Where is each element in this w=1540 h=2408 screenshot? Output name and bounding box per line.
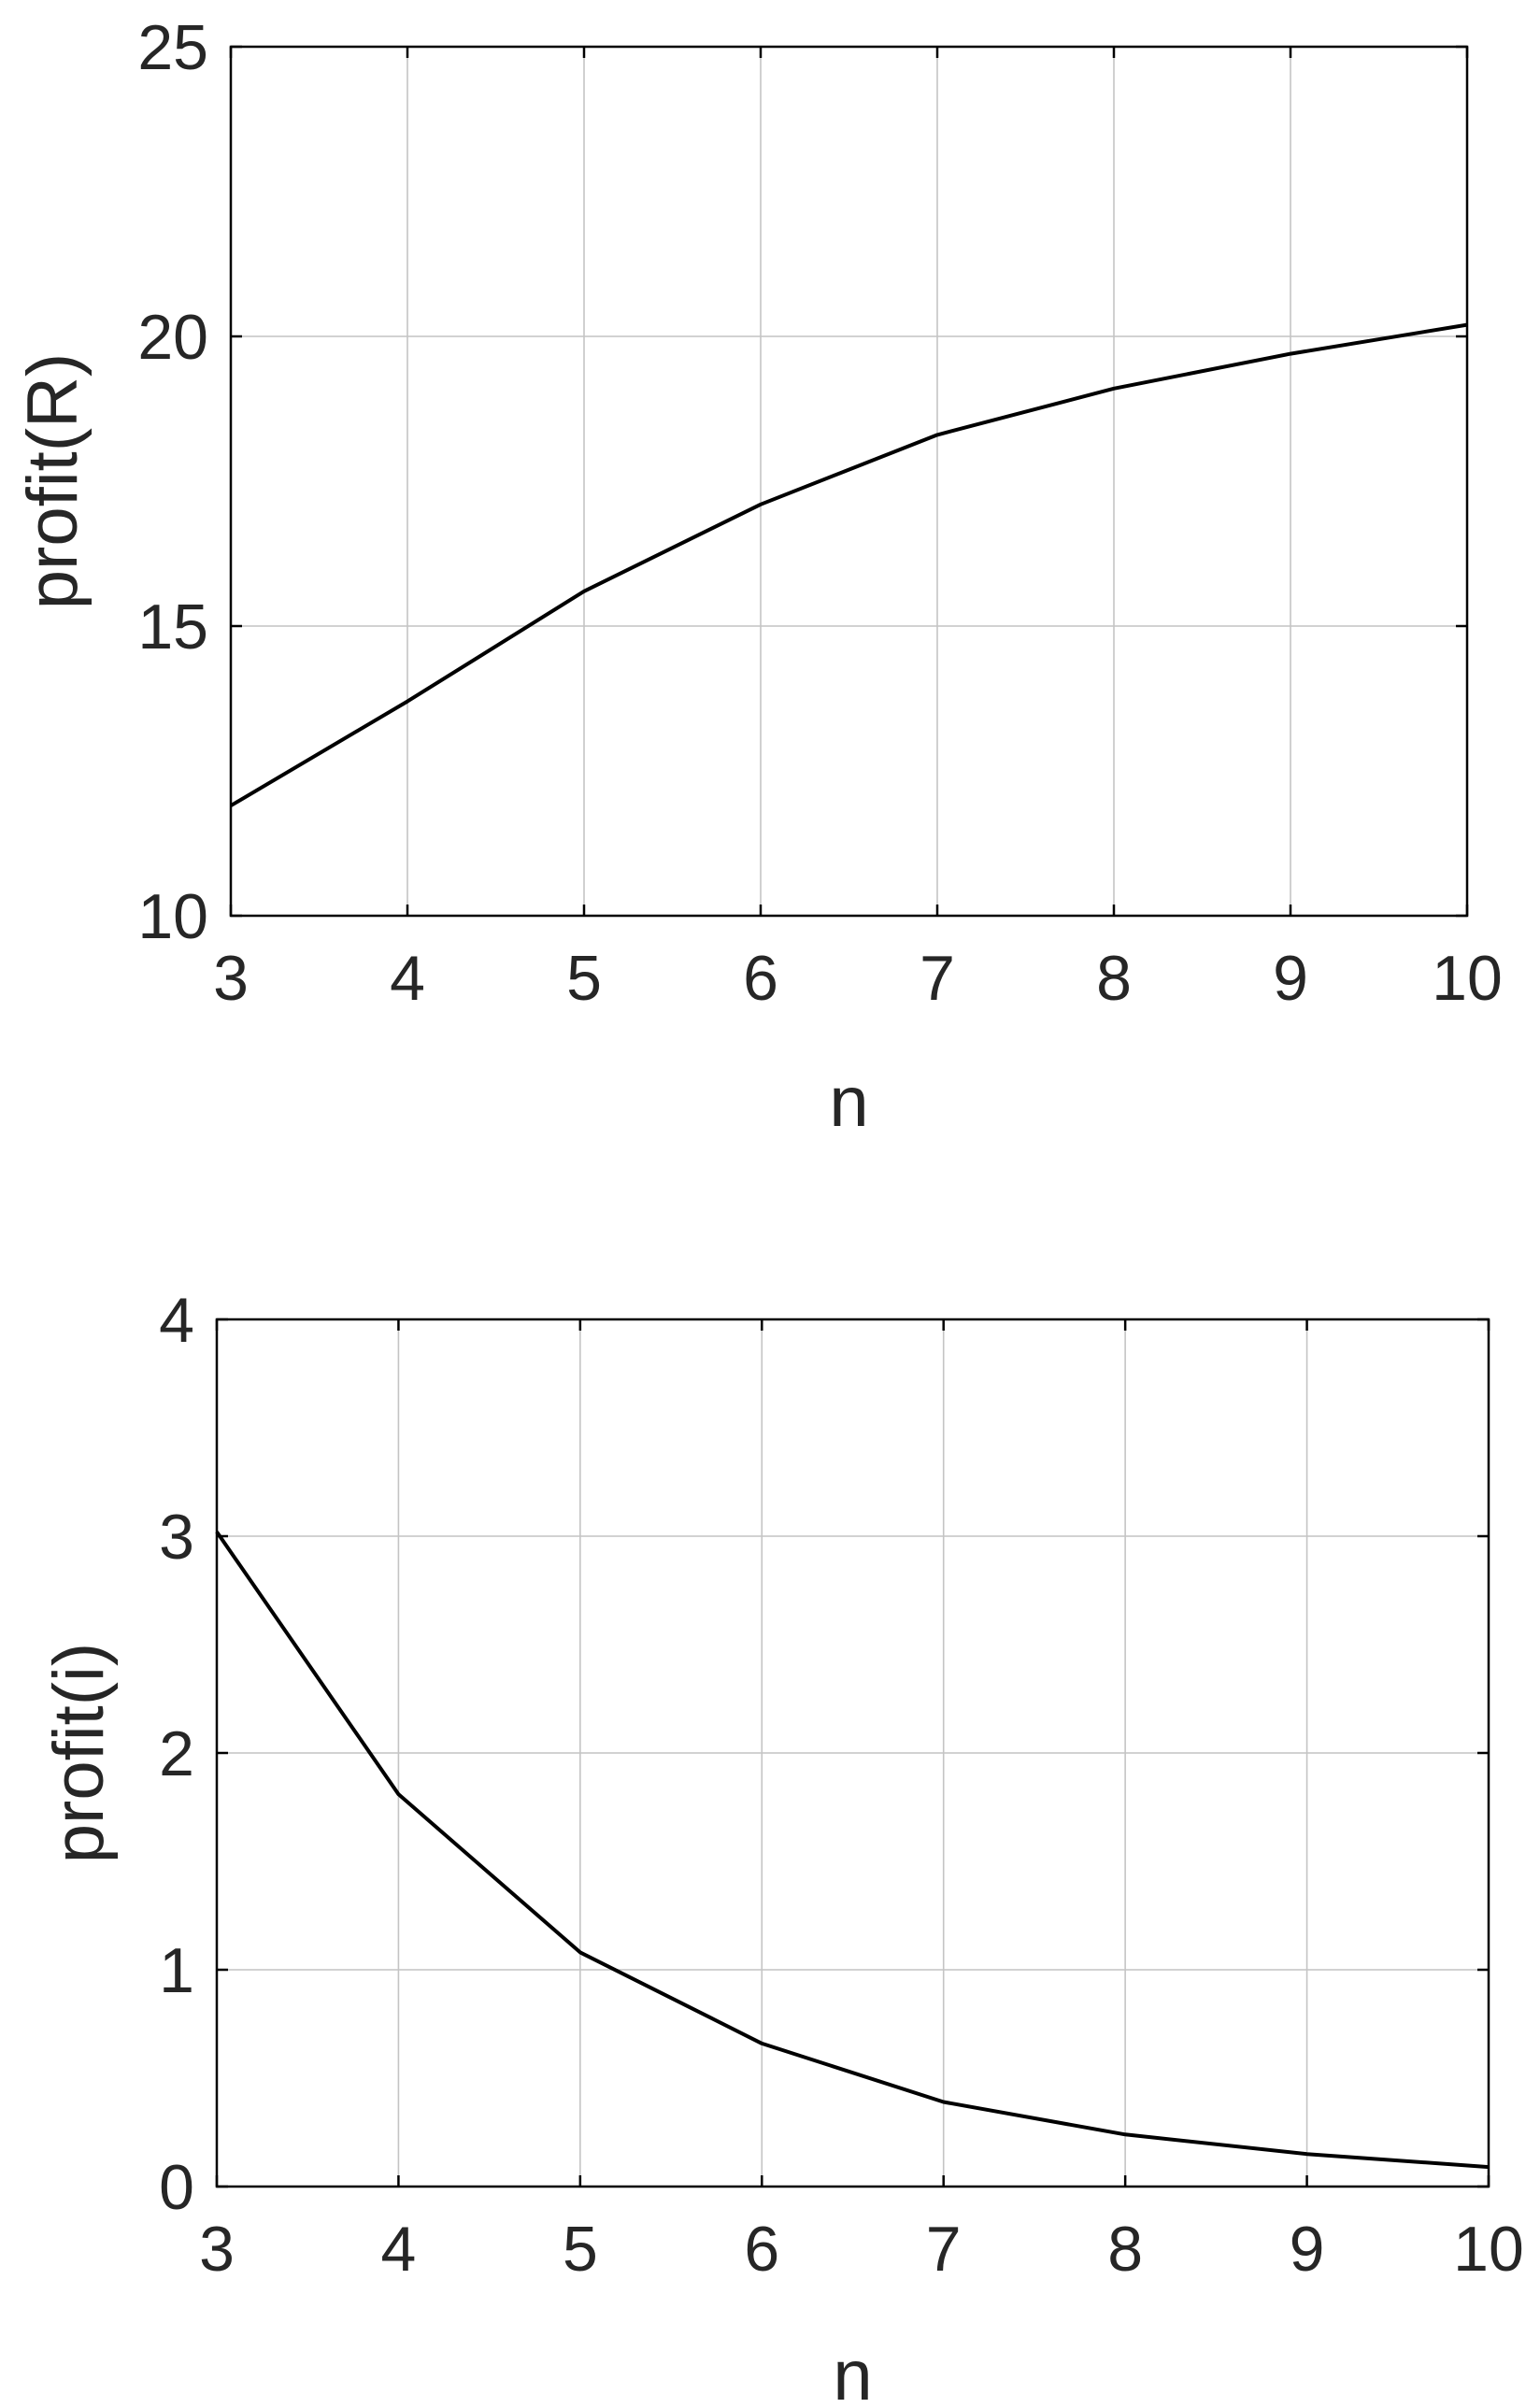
y-tick-label: 25 bbox=[137, 12, 208, 83]
y-tick-label: 4 bbox=[159, 1285, 194, 1356]
x-tick-label: 9 bbox=[1290, 2214, 1325, 2285]
y-tick-label: 2 bbox=[159, 1718, 194, 1789]
y-axis-label: profit(R) bbox=[13, 353, 93, 609]
series-line bbox=[229, 322, 1468, 807]
chart-1: 3 4 5 6 7 8 9 10 10 15 20 25 n profit(R) bbox=[13, 12, 1503, 1142]
x-tick-label: 10 bbox=[1453, 2214, 1524, 2285]
x-axis-label: n bbox=[829, 1062, 868, 1142]
axes-box bbox=[215, 1318, 1490, 2188]
chart-2: 3 4 5 6 7 8 9 10 0 1 2 3 4 n profit(i) bbox=[39, 1285, 1524, 2408]
y-axis-label: profit(i) bbox=[39, 1643, 119, 1863]
x-tick-label: 8 bbox=[1096, 943, 1132, 1014]
x-tick-label: 9 bbox=[1273, 943, 1308, 1014]
x-tick-label: 4 bbox=[381, 2214, 417, 2285]
series-line bbox=[215, 1531, 1490, 2170]
x-tick-label: 3 bbox=[213, 943, 249, 1014]
x-tick-label: 4 bbox=[390, 943, 425, 1014]
y-tick-label: 1 bbox=[159, 1935, 194, 2006]
x-tick-label: 10 bbox=[1432, 943, 1503, 1014]
x-tick-label: 6 bbox=[743, 943, 778, 1014]
y-tick-label: 20 bbox=[137, 302, 208, 373]
y-tick-label: 0 bbox=[159, 2152, 194, 2223]
x-tick-label: 8 bbox=[1107, 2214, 1143, 2285]
x-tick-label: 5 bbox=[566, 943, 602, 1014]
x-tick-label: 3 bbox=[199, 2214, 235, 2285]
y-tick-label: 3 bbox=[159, 1502, 194, 1573]
x-tick-label: 6 bbox=[744, 2214, 779, 2285]
x-tick-label: 5 bbox=[563, 2214, 598, 2285]
x-tick-label: 7 bbox=[926, 2214, 962, 2285]
x-axis-label: n bbox=[833, 2336, 872, 2408]
y-tick-label: 10 bbox=[137, 881, 208, 952]
x-tick-label: 7 bbox=[920, 943, 955, 1014]
y-tick-label: 15 bbox=[137, 591, 208, 663]
axes-box bbox=[229, 45, 1469, 918]
